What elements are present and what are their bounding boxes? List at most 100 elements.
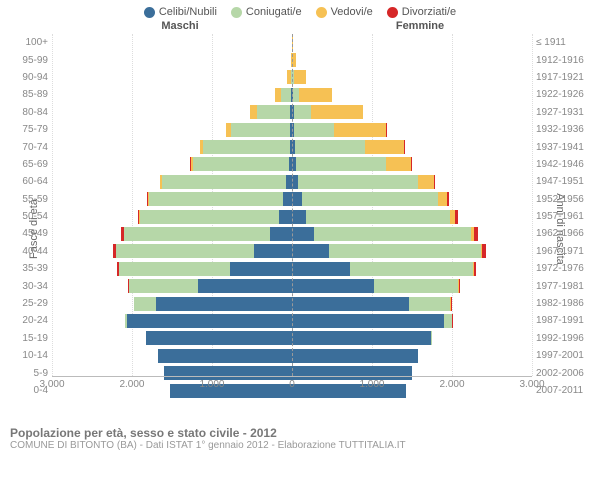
legend-item: Coniugati/e — [231, 6, 302, 18]
bar-segment — [482, 244, 485, 258]
bar-segment — [134, 297, 156, 311]
age-label: 100+ — [14, 37, 48, 48]
age-label: 60-64 — [14, 176, 48, 187]
birth-year-label: 1937-1941 — [536, 142, 594, 153]
age-label: 90-94 — [14, 72, 48, 83]
legend-label: Celibi/Nubili — [159, 6, 217, 18]
bar-segment — [231, 123, 290, 137]
age-label: 40-44 — [14, 246, 48, 257]
legend-item: Celibi/Nubili — [144, 6, 217, 18]
age-label: 5-9 — [14, 368, 48, 379]
age-label: 55-59 — [14, 194, 48, 205]
bar-segment — [116, 244, 254, 258]
bar-segment — [374, 279, 459, 293]
birth-year-label: 1962-1966 — [536, 228, 594, 239]
bar-segment — [294, 123, 334, 137]
female-bar — [292, 279, 532, 293]
male-bar — [52, 36, 292, 50]
bar-segment — [292, 297, 409, 311]
male-bar — [52, 105, 292, 119]
bar-segment — [193, 157, 289, 171]
legend-label: Coniugati/e — [246, 6, 302, 18]
male-bar — [52, 314, 292, 328]
x-tick-label: 3.000 — [39, 379, 64, 390]
legend-dot — [316, 7, 327, 18]
male-bar — [52, 70, 292, 84]
bar-segment — [162, 175, 287, 189]
center-axis-line — [292, 34, 293, 376]
grid-line — [532, 34, 533, 376]
age-label: 70-74 — [14, 142, 48, 153]
bar-segment — [299, 88, 333, 102]
birth-year-label: 1942-1946 — [536, 159, 594, 170]
bar-segment — [350, 262, 473, 276]
bar-segment — [292, 349, 418, 363]
birth-year-label: 1972-1976 — [536, 263, 594, 274]
female-bar — [292, 349, 532, 363]
birth-year-label: 1917-1921 — [536, 72, 594, 83]
bar-segment — [302, 192, 438, 206]
x-tick-label: 0 — [289, 379, 295, 390]
male-bar — [52, 140, 292, 154]
bar-segment — [306, 210, 450, 224]
age-label: 45-49 — [14, 228, 48, 239]
male-bar — [52, 227, 292, 241]
age-label: 50-54 — [14, 211, 48, 222]
bar-segment — [311, 105, 362, 119]
bar-segment — [292, 244, 329, 258]
age-label: 15-19 — [14, 333, 48, 344]
footer: Popolazione per età, sesso e stato civil… — [0, 424, 600, 451]
bar-segment — [203, 140, 289, 154]
bar-segment — [292, 279, 374, 293]
plot-area: 100+≤ 191195-991912-191690-941917-192185… — [52, 34, 532, 400]
birth-year-label: 1967-1971 — [536, 246, 594, 257]
bar-segment — [444, 314, 452, 328]
bar-segment — [127, 314, 292, 328]
female-bar — [292, 70, 532, 84]
legend: Celibi/NubiliConiugati/eVedovi/eDivorzia… — [0, 0, 600, 20]
birth-year-label: 1927-1931 — [536, 107, 594, 118]
male-bar — [52, 244, 292, 258]
bar-segment — [292, 262, 350, 276]
bar-segment — [451, 297, 452, 311]
bar-segment — [279, 210, 292, 224]
birth-year-label: 1912-1916 — [536, 55, 594, 66]
x-tick-label: 2.000 — [439, 379, 464, 390]
bar-segment — [292, 210, 306, 224]
female-bar — [292, 227, 532, 241]
bar-segment — [434, 175, 435, 189]
male-bar — [52, 349, 292, 363]
bar-segment — [198, 279, 292, 293]
male-bar — [52, 210, 292, 224]
bar-segment — [411, 157, 412, 171]
legend-item: Vedovi/e — [316, 6, 373, 18]
female-bar — [292, 53, 532, 67]
bar-segment — [158, 349, 292, 363]
bar-segment — [418, 175, 434, 189]
bar-segment — [129, 279, 198, 293]
age-label: 85-89 — [14, 89, 48, 100]
birth-year-label: 1997-2001 — [536, 350, 594, 361]
female-bar — [292, 157, 532, 171]
legend-dot — [144, 7, 155, 18]
bar-segment — [294, 70, 306, 84]
bar-segment — [281, 88, 291, 102]
footer-title: Popolazione per età, sesso e stato civil… — [10, 426, 590, 440]
bar-segment — [386, 157, 412, 171]
age-label: 80-84 — [14, 107, 48, 118]
female-bar — [292, 123, 532, 137]
bar-segment — [283, 192, 292, 206]
age-label: 10-14 — [14, 350, 48, 361]
gender-right-label: Femmine — [300, 20, 540, 32]
birth-year-label: ≤ 1911 — [536, 37, 594, 48]
male-bar — [52, 53, 292, 67]
female-bar — [292, 88, 532, 102]
bar-segment — [156, 297, 292, 311]
birth-year-label: 1992-1996 — [536, 333, 594, 344]
male-bar — [52, 279, 292, 293]
x-tick-label: 2.000 — [119, 379, 144, 390]
male-bar — [52, 297, 292, 311]
age-label: 95-99 — [14, 55, 48, 66]
birth-year-label: 2002-2006 — [536, 368, 594, 379]
bar-segment — [270, 227, 292, 241]
